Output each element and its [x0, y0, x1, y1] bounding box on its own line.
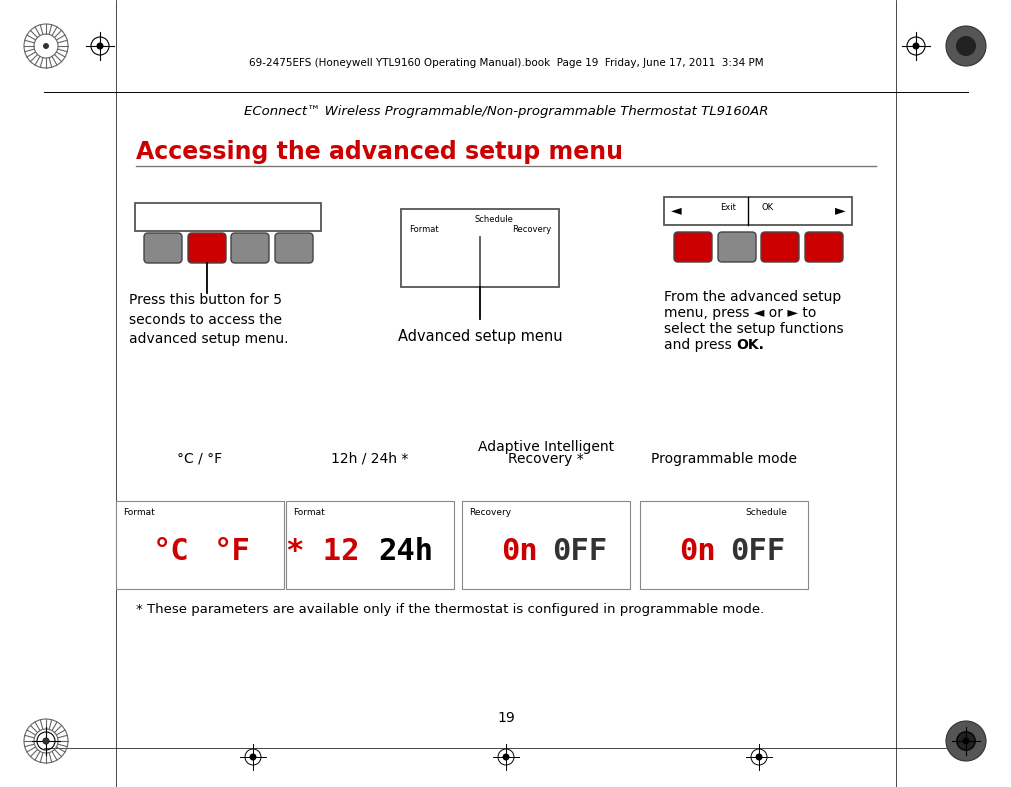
Text: 0FF: 0FF [729, 537, 785, 566]
Bar [663, 197, 851, 225]
Circle shape [42, 737, 50, 745]
Bar [286, 501, 454, 589]
Text: select the setup functions: select the setup functions [663, 322, 843, 336]
Text: * 12: * 12 [286, 537, 360, 566]
Circle shape [961, 737, 969, 745]
Circle shape [955, 36, 975, 56]
Text: 24h: 24h [378, 537, 433, 566]
Text: Recovery: Recovery [468, 508, 511, 517]
Circle shape [42, 43, 49, 49]
Text: OK.: OK. [735, 338, 763, 352]
Text: 19: 19 [496, 711, 515, 725]
Text: From the advanced setup: From the advanced setup [663, 290, 840, 304]
FancyBboxPatch shape [717, 232, 755, 262]
Text: 0FF: 0FF [551, 537, 607, 566]
FancyBboxPatch shape [144, 233, 182, 263]
Text: and press: and press [663, 338, 735, 352]
FancyBboxPatch shape [760, 232, 799, 262]
Circle shape [502, 753, 509, 760]
Circle shape [250, 753, 256, 760]
Circle shape [96, 42, 103, 50]
Text: °F: °F [213, 537, 251, 566]
Text: menu, press ◄ or ► to: menu, press ◄ or ► to [663, 306, 816, 320]
Text: Press this button for 5
seconds to access the
advanced setup menu.: Press this button for 5 seconds to acces… [128, 293, 288, 346]
Text: Programmable mode: Programmable mode [650, 452, 797, 466]
Text: Schedule: Schedule [474, 215, 513, 224]
Bar [116, 501, 284, 589]
Bar [400, 209, 558, 287]
Text: Format: Format [293, 508, 325, 517]
Text: ◄: ◄ [670, 203, 680, 217]
Text: Accessing the advanced setup menu: Accessing the advanced setup menu [135, 140, 623, 164]
FancyBboxPatch shape [673, 232, 712, 262]
Text: ►: ► [834, 203, 844, 217]
Text: °C / °F: °C / °F [177, 452, 222, 466]
Bar [639, 501, 807, 589]
Text: Recovery *: Recovery * [508, 452, 583, 466]
Text: Schedule: Schedule [744, 508, 787, 517]
Text: Advanced setup menu: Advanced setup menu [397, 329, 562, 344]
Bar [134, 203, 320, 231]
Text: EConnect™ Wireless Programmable/Non-programmable Thermostat TL9160AR: EConnect™ Wireless Programmable/Non-prog… [244, 105, 767, 119]
Circle shape [945, 721, 985, 761]
Bar [462, 501, 630, 589]
FancyBboxPatch shape [188, 233, 225, 263]
Text: °C: °C [153, 537, 190, 566]
Text: Recovery: Recovery [512, 225, 550, 234]
FancyBboxPatch shape [275, 233, 312, 263]
Text: 12h / 24h *: 12h / 24h * [331, 452, 408, 466]
FancyBboxPatch shape [231, 233, 269, 263]
Text: Format: Format [408, 225, 438, 234]
Text: 0n: 0n [500, 537, 538, 566]
Circle shape [945, 26, 985, 66]
Circle shape [955, 731, 975, 751]
Text: Adaptive Intelligent: Adaptive Intelligent [477, 440, 614, 454]
Text: 0n: 0n [678, 537, 716, 566]
Text: OK: OK [761, 204, 773, 212]
Text: Format: Format [123, 508, 155, 517]
FancyBboxPatch shape [804, 232, 842, 262]
Text: * These parameters are available only if the thermostat is configured in program: * These parameters are available only if… [135, 603, 763, 616]
Circle shape [42, 738, 49, 744]
Circle shape [755, 753, 761, 760]
Text: Exit: Exit [720, 204, 735, 212]
Text: 69-2475EFS (Honeywell YTL9160 Operating Manual).book  Page 19  Friday, June 17, : 69-2475EFS (Honeywell YTL9160 Operating … [249, 58, 762, 68]
Circle shape [912, 42, 919, 50]
